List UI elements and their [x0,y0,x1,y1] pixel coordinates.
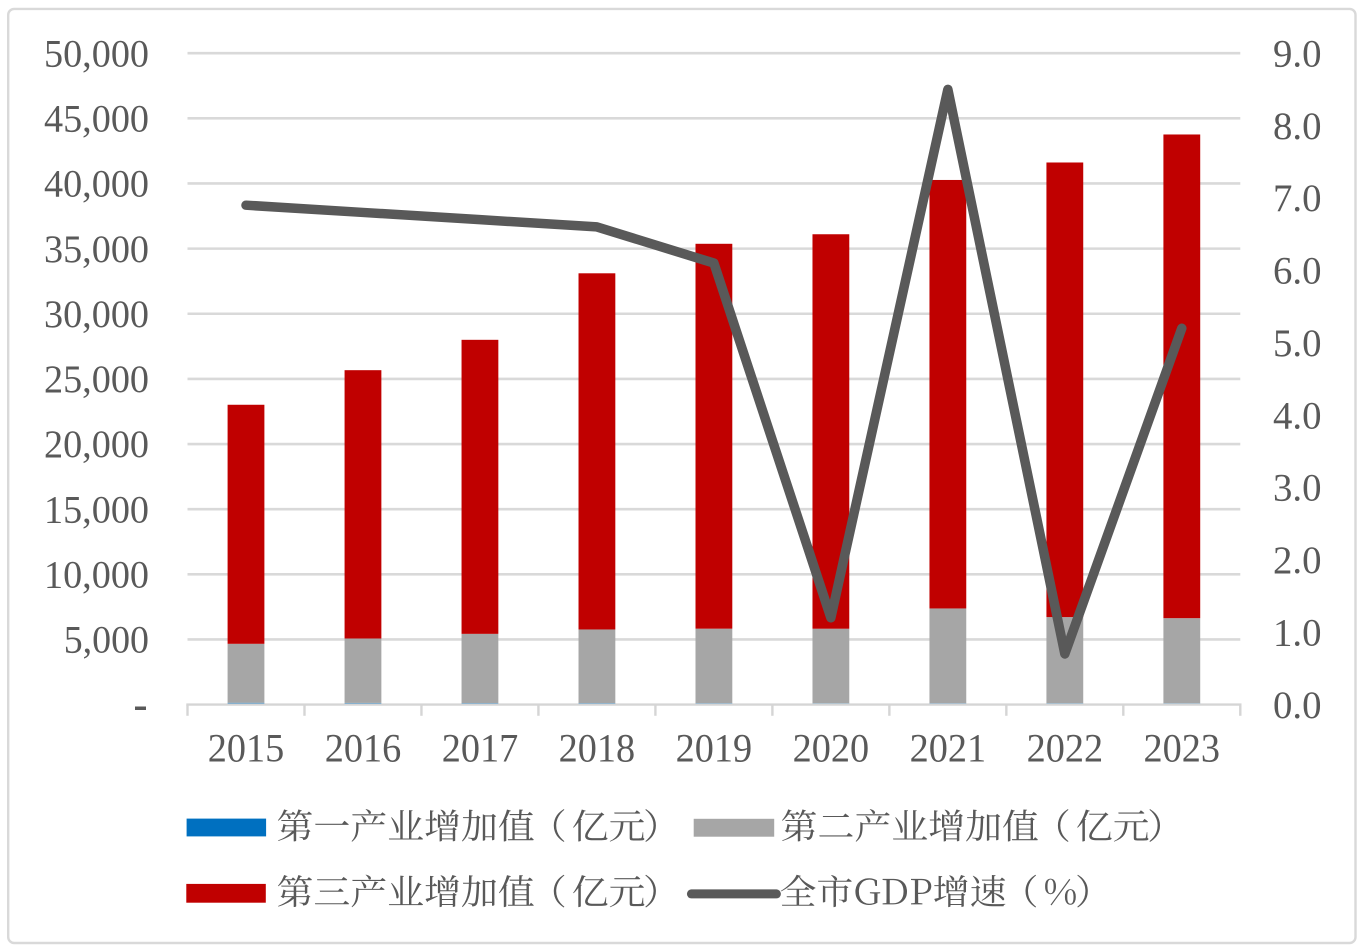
svg-text:5,000: 5,000 [64,619,149,662]
svg-text:4.0: 4.0 [1273,394,1322,437]
svg-text:25,000: 25,000 [44,358,149,401]
svg-text:2017: 2017 [442,726,519,771]
svg-text:2023: 2023 [1144,726,1221,771]
svg-text:50,000: 50,000 [44,32,149,75]
svg-text:2015: 2015 [208,726,285,771]
svg-text:2020: 2020 [793,726,870,771]
svg-text:2016: 2016 [325,726,402,771]
svg-text:2018: 2018 [559,726,636,771]
svg-text:15,000: 15,000 [44,488,149,531]
svg-text:40,000: 40,000 [44,163,149,206]
svg-text:9.0: 9.0 [1273,32,1322,75]
svg-text:2.0: 2.0 [1273,539,1322,582]
svg-text:35,000: 35,000 [44,228,149,271]
svg-text:2019: 2019 [676,726,753,771]
svg-text:2022: 2022 [1027,726,1104,771]
svg-text:10,000: 10,000 [44,554,149,597]
svg-text:1.0: 1.0 [1273,611,1322,654]
svg-text:7.0: 7.0 [1273,177,1322,220]
svg-text:2021: 2021 [910,726,987,771]
svg-text:20,000: 20,000 [44,423,149,466]
svg-text:5.0: 5.0 [1273,322,1322,365]
svg-text:30,000: 30,000 [44,293,149,336]
svg-text:0.0: 0.0 [1273,684,1322,727]
svg-text:45,000: 45,000 [44,98,149,141]
svg-text:8.0: 8.0 [1273,105,1322,148]
svg-text:6.0: 6.0 [1273,250,1322,293]
svg-text:3.0: 3.0 [1273,467,1322,510]
